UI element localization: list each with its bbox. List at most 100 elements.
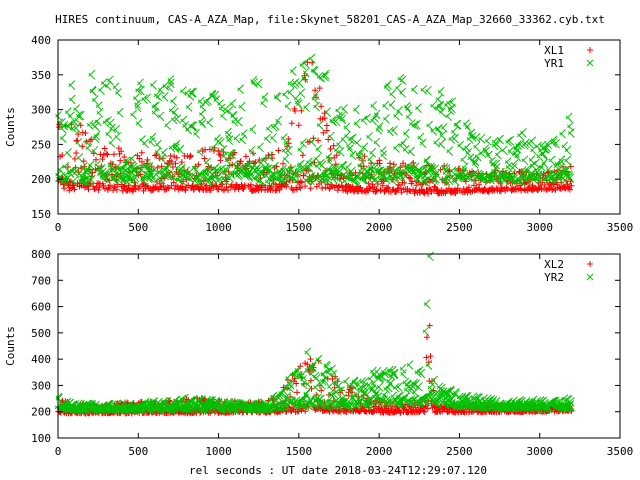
data-point-yr1 (559, 128, 566, 139)
data-point-yr1 (205, 95, 213, 106)
data-point-xl2 (423, 354, 430, 361)
data-point-yr1 (109, 123, 116, 134)
data-point-yr1 (174, 114, 182, 125)
y-tick-label: 200 (31, 406, 51, 419)
data-point-yr2 (416, 381, 423, 392)
x-tick-label: 0 (55, 445, 62, 458)
data-point-yr1 (107, 160, 115, 171)
data-point-yr1 (144, 161, 152, 172)
data-point-yr2 (327, 381, 334, 392)
data-point-yr1 (302, 58, 310, 68)
data-point-yr1 (165, 163, 172, 174)
data-point-xl1 (95, 187, 102, 193)
data-point-yr2 (309, 362, 317, 372)
data-point-yr1 (425, 85, 432, 96)
data-point-yr1 (68, 80, 76, 90)
data-point-xl1 (93, 156, 99, 163)
data-point-yr1 (426, 174, 433, 184)
data-point-yr1 (108, 137, 116, 148)
data-point-yr1 (347, 144, 354, 154)
data-point-yr1 (443, 175, 451, 186)
data-point-xl1 (64, 164, 71, 170)
data-point-yr1 (295, 99, 303, 109)
data-point-yr1 (140, 175, 148, 186)
data-point-yr1 (96, 107, 104, 118)
data-point-yr1 (142, 138, 150, 149)
data-point-yr2 (300, 374, 307, 385)
data-point-xl1 (75, 131, 82, 138)
data-point-yr1 (361, 142, 369, 153)
data-point-yr1 (438, 139, 446, 149)
data-point-yr1 (170, 114, 178, 125)
data-point-yr1 (281, 145, 289, 156)
data-point-yr1 (393, 143, 400, 153)
data-point-xl1 (237, 158, 244, 165)
data-point-xl2 (421, 408, 428, 415)
chart-title: HIRES continuum, CAS-A_AZA_Map, file:Sky… (55, 13, 605, 26)
data-point-yr2 (272, 393, 279, 404)
data-point-xl1 (323, 122, 330, 129)
data-point-xl2 (332, 373, 339, 380)
data-point-yr1 (59, 123, 67, 134)
data-point-xl1 (380, 178, 387, 185)
data-point-yr1 (168, 78, 175, 89)
data-point-yr1 (420, 84, 428, 95)
data-point-yr1 (231, 116, 239, 127)
data-point-yr1 (162, 81, 170, 91)
data-point-yr1 (70, 123, 78, 134)
data-point-yr2 (425, 360, 433, 370)
data-point-yr1 (491, 140, 499, 151)
data-point-yr1 (235, 116, 243, 127)
data-point-yr2 (370, 366, 377, 377)
data-point-yr2 (347, 401, 355, 412)
data-point-xl1 (567, 163, 574, 170)
data-point-yr1 (330, 174, 338, 184)
data-point-xl2 (388, 405, 394, 412)
data-point-xl1 (220, 149, 227, 155)
data-point-xl1 (172, 160, 179, 167)
data-point-yr1 (399, 75, 407, 86)
data-point-xl1 (285, 140, 292, 147)
data-point-xl1 (136, 155, 143, 162)
data-point-yr1 (98, 85, 105, 95)
data-point-yr1 (211, 142, 218, 153)
y-tick-label: 200 (31, 173, 51, 186)
data-point-yr1 (229, 98, 237, 109)
data-point-xl1 (171, 153, 178, 160)
data-point-yr1 (558, 155, 566, 165)
data-point-yr1 (149, 169, 156, 180)
data-point-xl1 (231, 149, 238, 156)
upper-ticks: 0 500 1000 1500 2000 2500 3000 3500 150 200 250 300… (31, 34, 633, 234)
data-point-yr2 (423, 299, 431, 309)
data-point-xl1 (334, 187, 341, 194)
data-point-xl1 (201, 155, 208, 162)
data-point-yr1 (138, 85, 145, 96)
data-point-yr2 (313, 382, 320, 393)
data-point-xl1 (152, 152, 158, 159)
data-point-xl1 (330, 142, 337, 149)
data-point-yr1 (61, 120, 69, 131)
data-point-yr1 (504, 157, 512, 167)
data-point-yr1 (98, 164, 106, 174)
data-point-yr1 (87, 160, 95, 171)
data-point-yr1 (248, 145, 256, 156)
data-point-yr1 (387, 126, 394, 137)
data-point-xl1 (115, 145, 122, 152)
data-point-yr1 (530, 145, 538, 156)
data-point-yr1 (467, 153, 475, 164)
data-point-yr1 (514, 151, 522, 162)
data-point-yr1 (226, 135, 234, 146)
data-point-yr1 (299, 166, 307, 176)
y-tick-label: 700 (31, 274, 51, 287)
data-point-yr1 (217, 99, 224, 109)
data-point-xl1 (121, 154, 128, 160)
data-point-yr1 (539, 161, 546, 172)
data-point-yr1 (313, 101, 320, 112)
data-point-yr1 (135, 118, 143, 129)
data-point-yr2 (304, 347, 312, 358)
data-point-xl2 (287, 394, 294, 400)
data-point-xl1 (318, 103, 325, 110)
data-point-yr1 (82, 175, 90, 186)
data-point-xl1 (187, 152, 194, 159)
